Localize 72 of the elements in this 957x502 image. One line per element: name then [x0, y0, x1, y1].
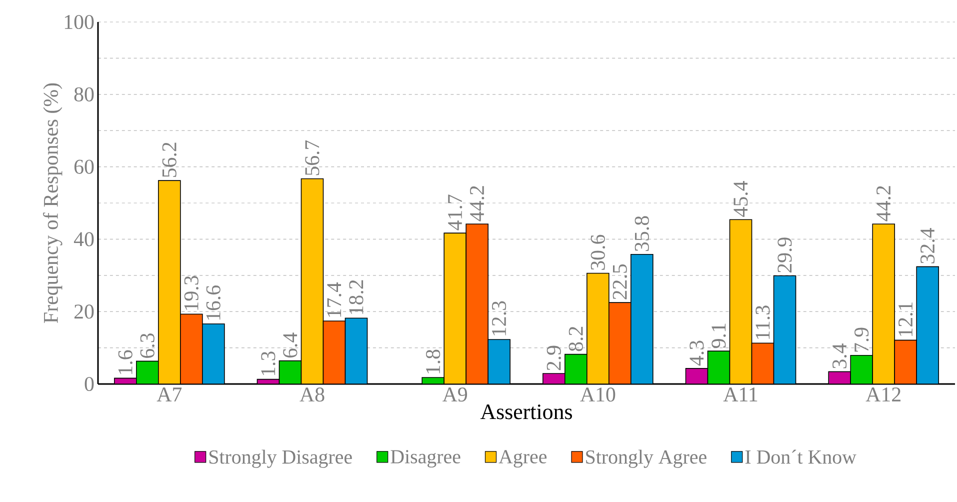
- y-tick-label: 100: [64, 14, 94, 30]
- bar: [630, 254, 654, 384]
- x-axis-title: Assertions: [480, 404, 572, 420]
- data-label: 12.3: [492, 301, 506, 336]
- bar: [466, 224, 488, 384]
- bar: [344, 318, 368, 384]
- bar: [586, 272, 610, 384]
- x-tick-label: A12: [866, 388, 900, 402]
- data-label: 16.6: [206, 286, 220, 320]
- y-axis-title: Frequency of Responses (%): [43, 83, 62, 323]
- data-label: 4.3: [690, 340, 704, 366]
- data-label: 44.2: [470, 186, 484, 222]
- data-label: 12.1: [898, 302, 913, 336]
- bar: [729, 219, 752, 384]
- data-label: 1.8: [426, 350, 440, 374]
- y-tick-label: 80: [74, 87, 94, 102]
- data-label: 6.4: [283, 332, 298, 358]
- bar: [300, 178, 324, 384]
- bar: [773, 275, 796, 384]
- data-label: 8.2: [568, 326, 584, 352]
- legend-label: I Don´t Know: [745, 450, 856, 464]
- bar: [894, 340, 917, 384]
- bar: [850, 355, 873, 384]
- data-label: 3.4: [832, 343, 847, 368]
- data-label: 6.3: [140, 333, 154, 358]
- data-label: 1.6: [118, 350, 132, 374]
- data-label: 41.7: [448, 194, 462, 230]
- bar: [872, 224, 895, 384]
- x-tick-label: A8: [300, 388, 324, 402]
- legend-label: Disagree: [390, 450, 460, 468]
- bar: [136, 360, 159, 384]
- data-label: 7.9: [854, 328, 869, 352]
- bar: [488, 339, 510, 384]
- bar: [608, 302, 632, 384]
- bar: [322, 320, 346, 384]
- y-tick-label: 60: [74, 160, 94, 174]
- y-tick-label: 0: [84, 376, 94, 392]
- data-label: 9.1: [712, 324, 726, 348]
- data-label: 18.2: [349, 280, 364, 314]
- bar: [916, 266, 939, 384]
- legend-label: Strongly Agree: [586, 450, 706, 468]
- x-tick-label: A11: [723, 388, 758, 402]
- bar: [685, 368, 708, 384]
- data-label: 45.4: [734, 180, 748, 217]
- bar: [707, 350, 730, 384]
- bar: [158, 180, 181, 384]
- data-label: 32.4: [920, 228, 935, 264]
- data-label: 56.7: [305, 140, 320, 176]
- bar: [444, 232, 466, 384]
- x-tick-label: A10: [580, 388, 616, 402]
- y-tick-label: 40: [74, 232, 94, 246]
- bar: [180, 314, 203, 384]
- data-label: 11.3: [756, 306, 770, 339]
- bar: [202, 324, 225, 384]
- data-label: 2.9: [546, 346, 561, 370]
- legend-label: Agree: [498, 450, 547, 468]
- x-tick-label: A7: [156, 388, 182, 402]
- data-label: 1.3: [261, 352, 276, 376]
- bar: [564, 354, 588, 384]
- data-label: 19.3: [184, 276, 198, 310]
- data-label: 22.5: [612, 264, 627, 300]
- bar: [278, 360, 302, 384]
- data-label: 56.2: [162, 142, 176, 177]
- legend-label: Strongly Disagree: [209, 450, 352, 468]
- data-label: 44.2: [876, 186, 891, 222]
- data-label: 17.4: [327, 282, 342, 317]
- data-label: 30.6: [590, 234, 606, 270]
- data-label: 35.8: [634, 216, 650, 252]
- y-tick-label: 20: [74, 304, 94, 319]
- data-label: 29.9: [778, 238, 792, 272]
- x-tick-label: A9: [442, 388, 468, 402]
- bar: [751, 342, 774, 384]
